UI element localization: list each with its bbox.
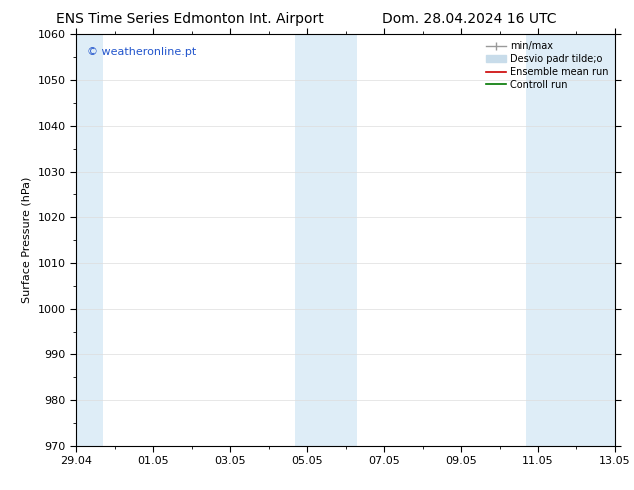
Legend: min/max, Desvio padr tilde;o, Ensemble mean run, Controll run: min/max, Desvio padr tilde;o, Ensemble m… bbox=[484, 39, 610, 92]
Bar bbox=[76, 34, 103, 446]
Text: ENS Time Series Edmonton Int. Airport: ENS Time Series Edmonton Int. Airport bbox=[56, 12, 324, 26]
Text: Dom. 28.04.2024 16 UTC: Dom. 28.04.2024 16 UTC bbox=[382, 12, 557, 26]
Bar bbox=[526, 34, 615, 446]
Text: © weatheronline.pt: © weatheronline.pt bbox=[87, 47, 196, 57]
Bar bbox=[295, 34, 357, 446]
Y-axis label: Surface Pressure (hPa): Surface Pressure (hPa) bbox=[22, 177, 32, 303]
